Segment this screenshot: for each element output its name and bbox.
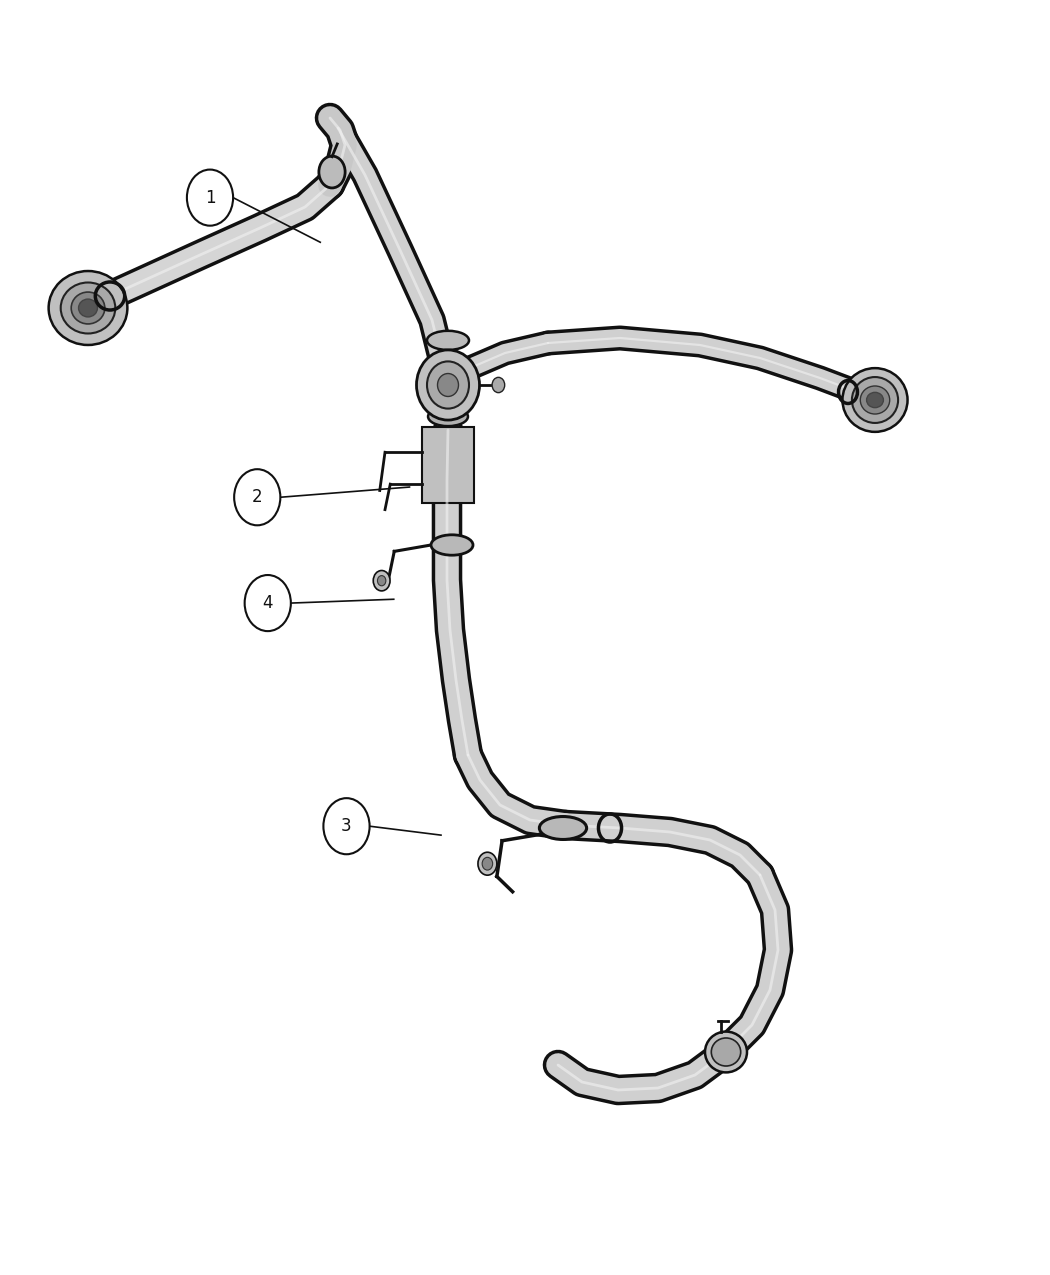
Ellipse shape: [428, 407, 468, 426]
Circle shape: [482, 857, 492, 870]
Bar: [422, 427, 475, 504]
Text: 1: 1: [205, 189, 215, 207]
Ellipse shape: [438, 374, 459, 397]
Ellipse shape: [852, 377, 898, 423]
Text: 3: 3: [341, 817, 352, 835]
Ellipse shape: [71, 292, 105, 324]
Circle shape: [377, 575, 385, 585]
Circle shape: [234, 469, 280, 525]
Ellipse shape: [430, 534, 473, 555]
Text: 4: 4: [262, 594, 273, 612]
Ellipse shape: [79, 300, 98, 317]
Ellipse shape: [61, 283, 116, 334]
Ellipse shape: [540, 816, 587, 839]
Ellipse shape: [705, 1031, 747, 1072]
Ellipse shape: [417, 349, 480, 419]
Ellipse shape: [711, 1038, 740, 1066]
Ellipse shape: [860, 386, 889, 414]
Circle shape: [478, 852, 497, 875]
Circle shape: [245, 575, 291, 631]
Circle shape: [323, 798, 370, 854]
Circle shape: [373, 570, 390, 590]
Ellipse shape: [427, 361, 469, 408]
Ellipse shape: [319, 156, 345, 187]
Circle shape: [187, 170, 233, 226]
Circle shape: [492, 377, 505, 393]
Ellipse shape: [842, 368, 907, 432]
Ellipse shape: [427, 330, 469, 349]
Ellipse shape: [48, 272, 127, 346]
Ellipse shape: [866, 393, 883, 408]
Text: 2: 2: [252, 488, 262, 506]
